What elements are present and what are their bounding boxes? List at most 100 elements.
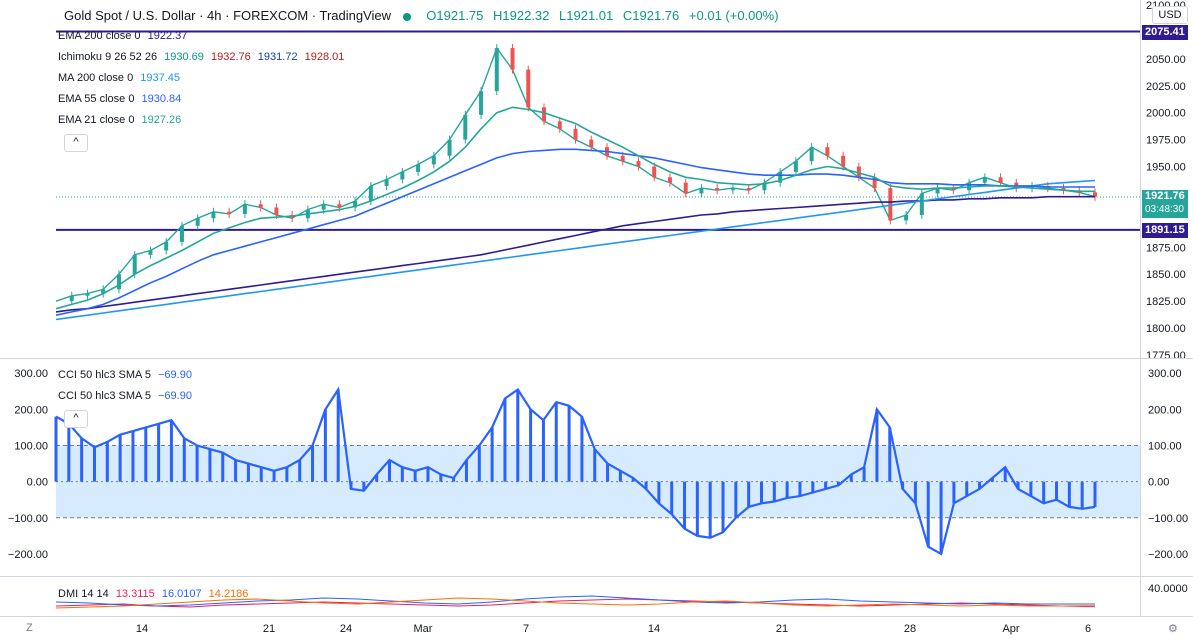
candle-body-42: [715, 188, 720, 191]
price-series-line-3: [55, 148, 1095, 316]
cci-bar-71: [965, 481, 969, 497]
currency-selector[interactable]: USD ⌄: [1152, 6, 1188, 37]
time-tick-label-4: 7: [523, 623, 529, 635]
cci-bar-10: [182, 438, 186, 482]
legend-dmi[interactable]: DMI 14 14 13.3115 16.0107 14.2186: [58, 587, 248, 601]
legend-ma200-value: 1937.45: [140, 72, 181, 84]
price-tick-label-8: 1825.00: [1146, 296, 1186, 308]
chevron-up-icon: ^: [73, 136, 79, 148]
candle-body-20: [368, 185, 373, 201]
legend-cci-1-value: −69.90: [158, 369, 192, 381]
dmi-tick-label-0: 40.0000: [1148, 583, 1188, 595]
legend-dmi-v1: 13.3115: [115, 588, 155, 600]
cci-bar-73: [990, 478, 994, 482]
cci-bar-81: [1093, 481, 1097, 507]
legend-dmi-label: DMI 14 14: [58, 588, 109, 600]
candle-body-45: [762, 182, 767, 191]
candle-body-52: [872, 177, 877, 189]
legend-ema21[interactable]: EMA 21 close 0 1927.26: [58, 113, 181, 127]
candle-body-60: [998, 177, 1003, 183]
cci-bar-55: [759, 481, 763, 504]
cci-bar-67: [913, 481, 917, 504]
candle-body-62: [1030, 185, 1035, 189]
ohlc-open: O1921.75: [426, 8, 484, 23]
cci-bar-42: [593, 449, 597, 482]
time-tick-label-7: 28: [904, 623, 916, 635]
timezone-glyph: Z: [26, 622, 33, 634]
legend-ema55-label: EMA 55 close 0: [58, 93, 135, 105]
candle-body-6: [148, 250, 153, 255]
cci-bar-18: [285, 467, 289, 482]
time-tick-label-1: 21: [263, 623, 275, 635]
pane-divider-price-cci[interactable]: [0, 358, 1193, 359]
legend-ichimoku-v3: 1931.72: [257, 51, 298, 63]
cci-bar-5: [118, 434, 122, 482]
cci-pane[interactable]: [54, 386, 1141, 556]
time-tick-label-2: 24: [340, 623, 352, 635]
legend-ichimoku[interactable]: Ichimoku 9 26 52 26 1930.69 1932.76 1931…: [58, 50, 344, 64]
candle-body-56: [935, 188, 940, 194]
cci-bar-80: [1080, 481, 1084, 509]
candle-body-10: [211, 211, 216, 219]
chart-title: Gold Spot / U.S. Dollar · 4h · FOREXCOM …: [64, 8, 779, 23]
price-tick-label-5: 1950.00: [1146, 162, 1186, 174]
legend-ema200[interactable]: EMA 200 close 0 1922.37: [58, 29, 187, 43]
candle-body-66: [1093, 192, 1097, 197]
legend-cci-2[interactable]: CCI 50 hlc3 SMA 5 −69.90: [58, 389, 192, 403]
cci-bar-57: [785, 481, 789, 498]
cci-tick-label-right-1: 200.00: [1148, 404, 1182, 416]
cci-bar-28: [413, 470, 417, 482]
cci-legend-collapse-button[interactable]: ^: [64, 410, 88, 428]
cci-bar-76: [1029, 481, 1033, 497]
price-tag-lower-line[interactable]: 1891.15: [1142, 223, 1188, 238]
legend-collapse-button[interactable]: ^: [64, 134, 88, 152]
legend-ema200-label: EMA 200 close 0: [58, 30, 141, 42]
price-tag-upper-line[interactable]: 2075.41: [1142, 25, 1188, 40]
timezone-icon[interactable]: Z: [26, 622, 33, 634]
cci-bar-77: [1042, 481, 1046, 504]
price-tag-last[interactable]: 1921.76 03:48:30: [1142, 190, 1188, 218]
candle-body-48: [809, 147, 814, 162]
settings-glyph: ⚙: [1168, 623, 1178, 635]
cci-tick-label-right-0: 300.00: [1148, 368, 1182, 380]
candle-body-64: [1061, 188, 1066, 191]
candle-body-11: [227, 211, 232, 214]
settings-icon[interactable]: ⚙: [1168, 622, 1178, 635]
legend-ema55[interactable]: EMA 55 close 0 1930.84: [58, 92, 181, 106]
price-tag-upper-value: 2075.41: [1145, 26, 1185, 38]
cci-bar-20: [311, 445, 315, 482]
cci-bar-34: [490, 427, 494, 482]
cci-tick-label-left-0: 300.00: [14, 368, 48, 380]
candle-body-47: [793, 161, 798, 172]
cci-bar-78: [1055, 481, 1059, 500]
price-pane[interactable]: [55, 30, 1140, 321]
legend-ichimoku-v1: 1930.69: [164, 51, 204, 63]
time-tick-label-6: 21: [776, 623, 788, 635]
cci-bar-79: [1067, 481, 1071, 507]
cci-bar-72: [978, 481, 982, 489]
cci-bar-47: [657, 481, 661, 504]
legend-ma200[interactable]: MA 200 close 0 1937.45: [58, 71, 180, 85]
dmi-line-0: [55, 598, 1096, 608]
price-tag-last-value: 1921.76: [1145, 190, 1185, 202]
legend-cci-2-value: −69.90: [158, 390, 192, 402]
legend-cci-1[interactable]: CCI 50 hlc3 SMA 5 −69.90: [58, 368, 192, 382]
axes: 2100.002050.002025.002000.001975.001950.…: [8, 0, 1188, 635]
pane-divider-cci-dmi[interactable]: [0, 576, 1193, 577]
cci-bar-62: [849, 474, 853, 482]
dmi-pane[interactable]: [55, 595, 1096, 609]
cci-bar-15: [246, 463, 250, 482]
cci-bar-61: [836, 481, 840, 486]
cci-bar-68: [926, 481, 930, 547]
time-tick-label-3: Mar: [414, 623, 433, 635]
symbol-title[interactable]: Gold Spot / U.S. Dollar · 4h · FOREXCOM …: [64, 8, 392, 23]
cci-bar-36: [516, 389, 520, 482]
cci-bar-21: [323, 409, 327, 482]
candle-body-1: [69, 295, 74, 302]
candle-body-27: [479, 91, 484, 115]
price-tag-countdown: 03:48:30: [1145, 204, 1184, 215]
cci-bar-4: [105, 441, 109, 482]
candle-body-30: [526, 69, 531, 108]
